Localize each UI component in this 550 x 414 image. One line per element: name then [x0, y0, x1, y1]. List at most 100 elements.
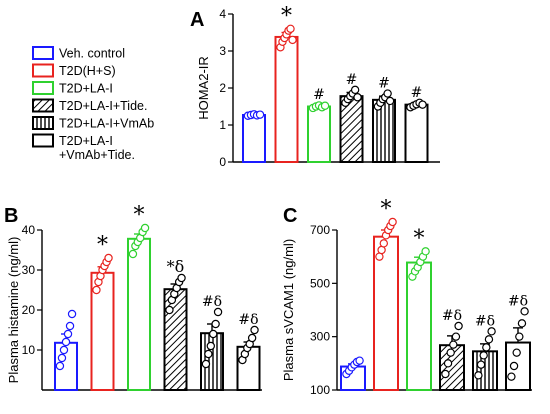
y-tick-label: 10: [22, 343, 36, 357]
y-axis-label: HOMA2-IR: [196, 56, 211, 120]
data-point: [418, 100, 427, 109]
data-point: [353, 93, 362, 102]
data-point: [213, 307, 223, 317]
data-point: [517, 319, 527, 328]
legend-label: +VmAb+Tide.: [59, 148, 135, 162]
data-point: [385, 96, 395, 106]
y-axis-label: Plasma sVCAM1 (ng/ml): [281, 239, 296, 381]
data-point: [57, 353, 67, 363]
significance-annotation: #δ: [238, 312, 258, 328]
significance-annotation: #δ: [202, 294, 222, 310]
data-point: [515, 332, 524, 341]
data-point: [446, 348, 455, 357]
legend: Veh. control T2D(H+S) T2D+LA-I T2D+LA-I+Tid…: [32, 46, 154, 162]
bar: [274, 35, 299, 163]
data-point: [520, 307, 529, 316]
y-tick-label: 4: [219, 7, 226, 21]
data-point: [320, 101, 330, 110]
legend-swatch: [32, 63, 54, 78]
legend-label: T2D+LA-I: [59, 82, 113, 96]
data-point: [474, 371, 483, 380]
data-point: [65, 321, 75, 331]
data-point: [61, 337, 71, 347]
data-point: [209, 329, 218, 339]
significance-annotation: *: [381, 197, 392, 222]
data-point: [451, 332, 461, 341]
y-tick-label: 3: [219, 44, 226, 58]
data-point: [206, 341, 215, 351]
data-point: [487, 327, 496, 336]
data-point: [388, 217, 397, 227]
data-point: [55, 361, 65, 371]
data-point: [355, 356, 364, 365]
bar: [163, 288, 188, 392]
data-point: [476, 360, 486, 369]
bar: [373, 235, 399, 391]
y-tick-label: 20: [22, 303, 36, 317]
data-point: [250, 325, 259, 335]
data-point: [383, 89, 392, 98]
significance-annotation: #: [313, 87, 325, 103]
legend-label: Veh. control: [59, 47, 125, 61]
legend-label: T2D+LA-I+Tide.: [59, 99, 147, 113]
data-point: [379, 239, 388, 248]
data-point: [482, 343, 491, 352]
legend-swatch: [32, 46, 54, 60]
significance-annotation: #δ: [508, 293, 528, 309]
data-point: [59, 345, 69, 355]
panel-letter: A: [190, 9, 204, 31]
significance-annotation: #: [346, 72, 358, 88]
bar: [242, 114, 266, 164]
data-point: [509, 361, 519, 371]
data-point: [454, 321, 463, 331]
significance-annotation: *δ: [167, 257, 185, 276]
data-point: [140, 223, 150, 233]
significance-annotation: *: [134, 203, 145, 228]
data-point: [128, 249, 138, 259]
significance-annotation: #: [378, 76, 390, 92]
legend-swatch: [32, 116, 54, 130]
significance-annotation: *: [97, 233, 108, 258]
data-point: [443, 359, 453, 368]
data-point: [507, 372, 516, 381]
y-axis-label: Plasma histamine (ng/ml): [6, 237, 21, 384]
legend-swatch: [32, 133, 54, 148]
data-point: [104, 253, 113, 263]
y-tick-label: 0: [219, 155, 226, 169]
legend-label: T2D+LA-I: [59, 134, 113, 148]
data-point: [177, 273, 186, 283]
bar: [406, 261, 432, 391]
significance-annotation: #δ: [475, 313, 495, 329]
legend-swatch: [32, 81, 54, 95]
data-point: [350, 85, 360, 95]
y-tick-label: 40: [22, 223, 36, 237]
panel-letter: C: [283, 205, 297, 227]
data-point: [201, 359, 211, 369]
significance-annotation: *: [281, 4, 292, 29]
data-point: [247, 333, 257, 343]
legend-label: T2D(H+S): [59, 64, 116, 78]
significance-annotation: *: [414, 226, 425, 251]
y-tick-label: 700: [310, 223, 330, 237]
panel-c-chart: C 100 300 500 700 Plasma sVCAM1 (ng/ml) * * #δ #δ…: [281, 197, 532, 397]
data-point: [421, 247, 430, 256]
panel-letter: B: [4, 205, 18, 227]
y-tick-label: 1: [219, 118, 226, 132]
bar: [127, 237, 151, 391]
data-point: [165, 305, 174, 315]
data-point: [484, 335, 494, 344]
legend-label: T2D+LA-I+VmAb: [59, 117, 154, 131]
y-tick-label: 30: [22, 263, 36, 277]
significance-annotation: #δ: [442, 308, 462, 324]
y-tick-label: 300: [310, 330, 330, 344]
significance-annotation: #: [411, 85, 423, 101]
data-point: [441, 369, 450, 379]
data-point: [204, 349, 213, 359]
data-point: [255, 110, 265, 119]
data-point: [211, 319, 220, 329]
y-tick-label: 2: [219, 81, 226, 95]
data-point: [449, 340, 458, 349]
bar: [404, 103, 429, 163]
